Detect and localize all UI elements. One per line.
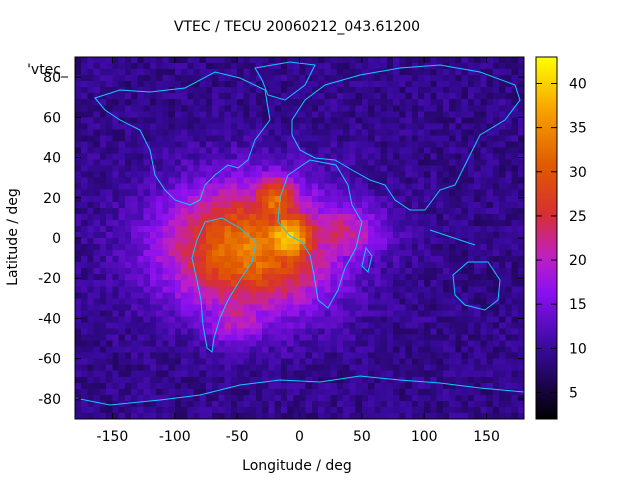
legend-key: 'vtec_ [27,62,69,78]
colorbar-axis: 5 10 15 20 25 30 35 40 [536,76,587,402]
heatmap-image [75,57,524,419]
colorbar-tick-label: 40 [569,76,587,92]
coastlines [75,61,524,406]
x-tick-label: 100 [411,429,438,445]
coastline-africa [277,159,363,309]
y-tick-label: -40 [38,311,61,327]
x-tick-label: 50 [353,429,371,445]
heatmap [75,57,524,419]
y-tick-label: -20 [38,271,61,287]
y-tick-label: -60 [38,352,61,368]
colorbar-tick-label: 5 [569,386,578,402]
coastline-madagascar [361,246,373,273]
coastline-north-america [94,71,271,206]
coastline-antarctica [75,375,524,406]
x-axis: -150 -100 -50 0 50 100 150 [97,57,500,445]
y-tick-label: 40 [43,151,61,167]
chart-title: VTEC / TECU 20060212_043.61200 [174,19,420,35]
coastline-greenland [254,61,316,101]
coastline-indonesia [429,229,476,246]
colorbar-tick-label: 30 [569,165,587,181]
colorbar [535,56,558,420]
y-tick-label: -80 [38,392,61,408]
coastline-eurasia [291,64,521,211]
y-tick-label: 20 [43,191,61,207]
y-axis-title: Latitude / deg [5,188,21,286]
y-axis: -80 -60 -40 -20 0 20 40 60 80 [38,70,524,408]
x-tick-label: 150 [473,429,500,445]
x-tick-label: 0 [295,429,304,445]
x-tick-label: -150 [97,429,129,445]
x-axis-title: Longitude / deg [242,458,352,474]
coastline-australia [452,261,501,311]
colorbar-tick-label: 10 [569,341,587,357]
coastline-south-america [191,217,257,353]
colorbar-tick-label: 25 [569,209,587,225]
y-tick-label: 60 [43,110,61,126]
x-tick-label: -100 [159,429,191,445]
y-tick-label: 0 [52,231,61,247]
colorbar-tick-label: 35 [569,121,587,137]
colorbar-tick-label: 15 [569,297,587,313]
y-tick-label: 80 [43,70,61,86]
colorbar-tick-label: 20 [569,253,587,269]
x-tick-label: -50 [226,429,249,445]
